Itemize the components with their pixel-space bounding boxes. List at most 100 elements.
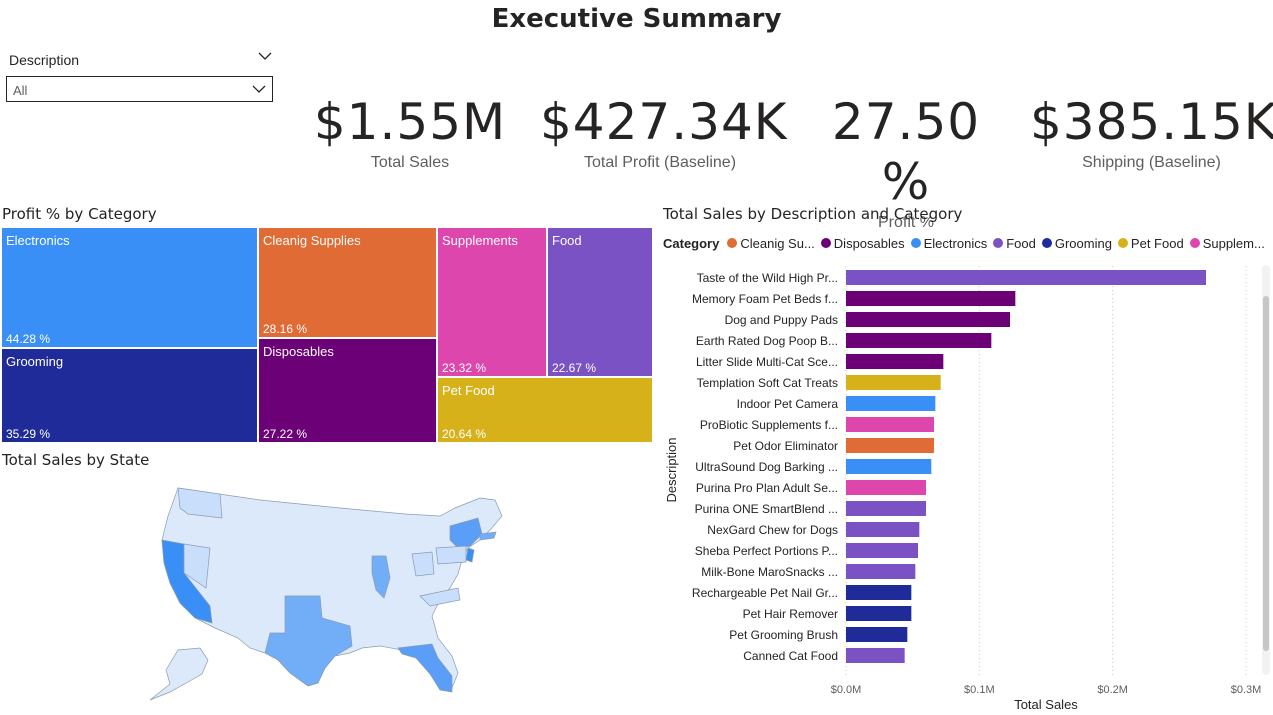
- bar[interactable]: [846, 480, 926, 495]
- tile-value: 22.67 %: [552, 361, 597, 375]
- bar[interactable]: [846, 375, 941, 390]
- tile-value: 44.28 %: [6, 332, 51, 346]
- kpi-card-total-profit[interactable]: $427.34K Total Profit (Baseline): [540, 92, 788, 182]
- treemap-tile-grooming[interactable]: Grooming 35.29 %: [1, 348, 258, 443]
- treemap-tile-disposables[interactable]: Disposables 27.22 %: [258, 338, 437, 443]
- kpi-label: Profit %: [877, 214, 934, 231]
- kpi-card-total-sales[interactable]: $1.55M Total Sales: [310, 92, 510, 182]
- category-label: Purina ONE SmartBlend ...: [695, 502, 838, 516]
- bar[interactable]: [846, 396, 936, 411]
- state-nevada: [183, 543, 211, 589]
- kpi-label: Shipping (Baseline): [1082, 154, 1221, 171]
- state-alaska: [149, 647, 209, 701]
- treemap-tile-electronics[interactable]: Electronics 44.28 %: [1, 227, 258, 348]
- treemap-tile-cleanig-supplies[interactable]: Cleanig Supplies 28.16 %: [258, 227, 437, 338]
- legend-dot: [1189, 238, 1200, 248]
- bar[interactable]: [846, 354, 944, 369]
- legend-dot: [820, 238, 831, 248]
- state-illinois: [371, 555, 391, 599]
- tile-label: Pet Food: [442, 383, 495, 398]
- legend-dot: [910, 238, 921, 248]
- tile-label: Disposables: [263, 344, 334, 359]
- kpi-card-profit-pct[interactable]: 27.50 % Profit %: [800, 92, 1012, 231]
- category-label: UltraSound Dog Barking ...: [695, 460, 838, 474]
- bar-chart-legend: Category Cleanig Su... Disposables Elect…: [663, 234, 1271, 252]
- x-axis-title: Total Sales: [1014, 697, 1078, 712]
- legend-item[interactable]: Cleanig Su...: [727, 236, 815, 251]
- legend-item[interactable]: Pet Food: [1117, 236, 1184, 251]
- tile-value: 35.29 %: [6, 427, 51, 441]
- slicer-dropdown[interactable]: All: [6, 76, 273, 102]
- legend-label: Electronics: [923, 235, 988, 251]
- category-label: Taste of the Wild High Pr...: [697, 271, 838, 285]
- category-label: Earth Rated Dog Poop B...: [696, 334, 838, 348]
- bar[interactable]: [846, 648, 905, 663]
- category-label: ProBiotic Supplements f...: [700, 418, 838, 432]
- legend-item[interactable]: Grooming: [1041, 235, 1112, 251]
- category-label: NexGard Chew for Dogs: [707, 523, 838, 537]
- tile-value: 23.32 %: [442, 361, 487, 375]
- state-new-york: [449, 517, 483, 549]
- category-label: Pet Odor Eliminator: [733, 439, 838, 453]
- bar[interactable]: [846, 522, 920, 537]
- treemap-tile-supplements[interactable]: Supplements 23.32 %: [437, 227, 547, 377]
- bar[interactable]: [846, 501, 926, 516]
- legend-item[interactable]: Supplem...: [1189, 236, 1265, 251]
- bar[interactable]: [846, 564, 916, 579]
- legend-dot: [727, 238, 738, 248]
- legend-label: Grooming: [1054, 235, 1112, 251]
- legend-item[interactable]: Disposables: [820, 235, 905, 251]
- state-massachusetts: [479, 531, 497, 541]
- tile-label: Supplements: [442, 233, 518, 248]
- state-ohio: [411, 551, 435, 577]
- legend-item[interactable]: Food: [993, 236, 1036, 251]
- treemap-tile-pet-food[interactable]: Pet Food 20.64 %: [437, 377, 653, 443]
- bar[interactable]: [846, 312, 1010, 327]
- x-tick-label: $0.0M: [831, 684, 862, 696]
- category-label: Indoor Pet Camera: [737, 397, 839, 411]
- bar[interactable]: [846, 417, 934, 432]
- legend-item[interactable]: Electronics: [910, 235, 988, 251]
- us-states-filled-map[interactable]: [140, 478, 510, 703]
- bar[interactable]: [846, 543, 918, 558]
- treemap-tile-food[interactable]: Food 22.67 %: [547, 227, 653, 377]
- tile-label: Cleanig Supplies: [263, 233, 361, 248]
- kpi-value: 27.50 %: [831, 93, 981, 211]
- description-slicer[interactable]: Description All: [6, 48, 274, 104]
- legend-label: Disposables: [833, 235, 905, 251]
- tile-value: 27.22 %: [263, 427, 308, 441]
- bar[interactable]: [846, 606, 912, 621]
- state-north-carolina: [419, 587, 461, 607]
- scrollbar-thumb[interactable]: [1263, 296, 1269, 651]
- treemap-title: Profit % by Category: [2, 205, 157, 223]
- x-tick-label: $0.2M: [1097, 684, 1128, 696]
- bar[interactable]: [846, 459, 932, 474]
- category-label: Memory Foam Pet Beds f...: [692, 292, 838, 306]
- bar[interactable]: [846, 438, 934, 453]
- state-pennsylvania: [435, 545, 467, 565]
- legend-dot: [1117, 238, 1128, 248]
- bar[interactable]: [846, 333, 992, 348]
- kpi-value: $427.34K: [540, 93, 788, 151]
- state-texas: [264, 595, 353, 687]
- profit-by-category-treemap: Electronics 44.28 % Grooming 35.29 % Cle…: [1, 227, 653, 443]
- tile-value: 28.16 %: [263, 322, 308, 336]
- chevron-down-icon[interactable]: [252, 84, 266, 94]
- kpi-value: $1.55M: [313, 93, 507, 151]
- kpi-card-shipping[interactable]: $385.15K Shipping (Baseline): [1030, 92, 1273, 182]
- bar[interactable]: [846, 585, 912, 600]
- category-label: Pet Hair Remover: [743, 607, 838, 621]
- state-florida: [397, 643, 453, 693]
- category-labels-layer: Taste of the Wild High Pr... Memory Foam …: [692, 271, 838, 663]
- x-tick-label: $0.3M: [1231, 684, 1262, 696]
- category-label: Dog and Puppy Pads: [725, 313, 838, 327]
- bar[interactable]: [846, 627, 908, 642]
- slicer-header: Description: [9, 52, 80, 68]
- category-label: Purina Pro Plan Adult Se...: [696, 481, 838, 495]
- tile-label: Electronics: [6, 233, 70, 248]
- kpi-label: Total Sales: [370, 154, 450, 171]
- bar[interactable]: [846, 270, 1206, 285]
- chevron-down-icon[interactable]: [258, 51, 272, 61]
- kpi-value: $385.15K: [1030, 93, 1273, 151]
- bar[interactable]: [846, 291, 1016, 306]
